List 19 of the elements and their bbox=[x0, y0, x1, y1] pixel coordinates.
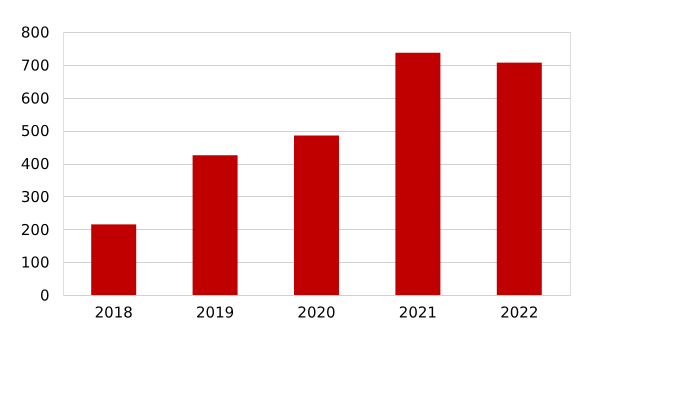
y-tick-label: 600 bbox=[20, 89, 50, 108]
x-tick-label: 2022 bbox=[500, 304, 538, 322]
bar bbox=[496, 62, 542, 295]
bar bbox=[395, 52, 440, 295]
y-tick-label: 800 bbox=[20, 24, 50, 42]
y-tick-label: 200 bbox=[20, 220, 50, 239]
x-tick-label: 2021 bbox=[398, 304, 437, 322]
y-tick-label: 0 bbox=[40, 286, 50, 304]
bar bbox=[91, 224, 136, 295]
y-tick-label: 300 bbox=[20, 188, 50, 206]
y-tick-label: 500 bbox=[20, 122, 50, 140]
x-tick-label: 2019 bbox=[196, 304, 234, 322]
y-tick-label: 700 bbox=[20, 56, 50, 74]
y-tick-label: 400 bbox=[20, 155, 50, 173]
bar bbox=[294, 136, 339, 295]
x-tick-label: 2020 bbox=[297, 304, 336, 322]
x-tick-label: 2018 bbox=[94, 304, 133, 322]
bar bbox=[192, 155, 238, 295]
y-tick-label: 100 bbox=[20, 254, 50, 272]
